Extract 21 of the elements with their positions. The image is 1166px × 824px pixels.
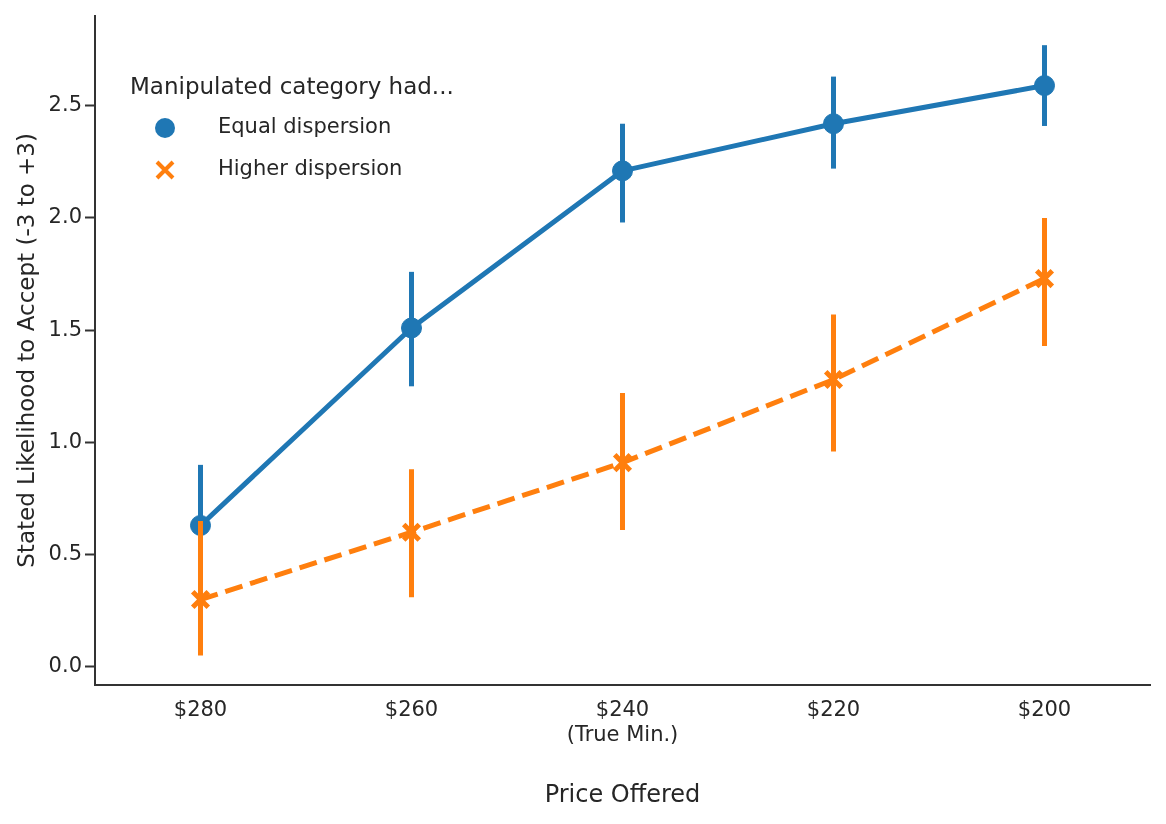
y-tick-label: 2.5 — [48, 92, 82, 117]
point — [190, 589, 211, 610]
y-tick-label: 2.0 — [48, 204, 82, 229]
x-tick-label: $240 (True Min.) — [566, 696, 679, 747]
y-tick-label: 0.0 — [48, 653, 82, 678]
point — [823, 369, 844, 390]
point — [1034, 268, 1055, 289]
legend-label: Higher dispersion — [218, 156, 403, 181]
y-tick-label: 1.5 — [48, 316, 82, 341]
point — [401, 521, 422, 543]
x-tick-label: $260 — [384, 696, 439, 721]
legend-label: Equal dispersion — [218, 114, 392, 139]
y-tick-label: 1.0 — [48, 428, 82, 453]
x-tick-label: $220 — [806, 696, 861, 721]
y-axis-title: Stated Likelihood to Accept (-3 to +3) — [12, 133, 39, 568]
x-tick-label: $200 — [1017, 696, 1072, 721]
x-tick-label: $280 — [173, 696, 228, 721]
point — [612, 452, 633, 473]
legend-title: Manipulated category had... — [130, 72, 454, 99]
x-axis-title: Price Offered — [544, 779, 701, 808]
y-tick-label: 0.5 — [48, 541, 82, 566]
